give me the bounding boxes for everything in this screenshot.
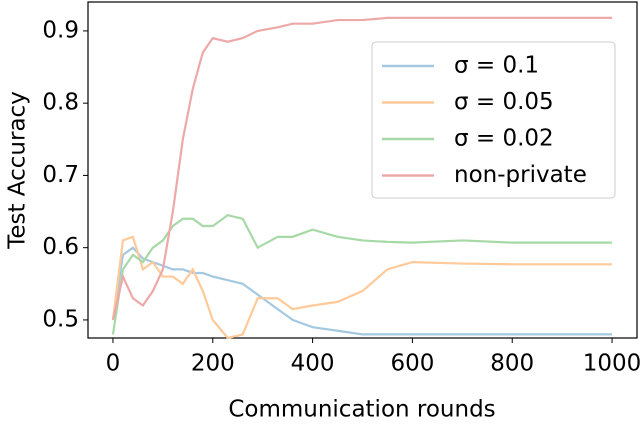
y-axis-label: Test Accuracy <box>5 91 31 250</box>
series-line <box>111 16 613 321</box>
series-line <box>111 213 613 335</box>
y-tick-label: 0.7 <box>42 162 79 188</box>
x-tick-label: 400 <box>291 351 335 377</box>
y-tick-label: 0.6 <box>42 234 79 260</box>
x-tick-label: 0 <box>106 351 121 377</box>
legend-label: σ = 0.1 <box>454 53 539 79</box>
legend-box <box>371 41 616 199</box>
y-tick-label: 0.8 <box>42 90 79 116</box>
x-tick-label: 600 <box>390 351 434 377</box>
x-axis-label: Communication rounds <box>228 397 495 423</box>
series-line <box>111 235 613 340</box>
legend-label: σ = 0.02 <box>454 126 554 152</box>
x-tick-label: 800 <box>490 351 534 377</box>
y-tick-label: 0.5 <box>42 306 79 332</box>
legend-label: σ = 0.05 <box>454 89 554 115</box>
x-tick-label: 1000 <box>583 351 642 377</box>
legend-label: non-private <box>454 162 587 188</box>
x-tick-label: 200 <box>191 351 235 377</box>
axes-frame <box>87 1 638 339</box>
y-tick-label: 0.9 <box>42 17 79 43</box>
